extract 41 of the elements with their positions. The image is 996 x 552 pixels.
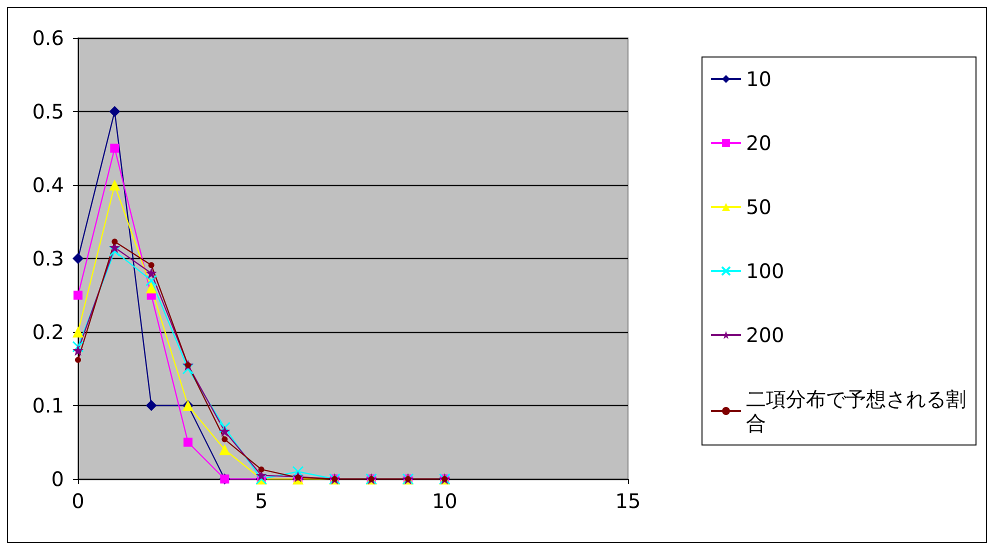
y-tick-label: 0.4	[32, 173, 64, 197]
x-tick-label: 5	[254, 489, 268, 513]
point	[184, 438, 192, 447]
point	[219, 444, 230, 456]
point	[109, 106, 120, 117]
x-tick-label: 15	[615, 489, 641, 513]
y-tick-label: 0.1	[32, 394, 64, 418]
x-tick-label: 0	[72, 489, 84, 513]
point	[219, 426, 230, 437]
point	[146, 268, 157, 279]
point	[218, 422, 230, 434]
x-tick-label: 10	[432, 489, 458, 513]
legend-label: 10	[746, 67, 772, 91]
point	[258, 466, 264, 472]
legend-label: 20	[746, 131, 772, 155]
point	[146, 274, 158, 286]
point	[222, 436, 228, 442]
point	[72, 326, 84, 338]
legend-label: 二項分布で予想される割合	[746, 387, 966, 435]
point	[146, 282, 157, 294]
legend-label: 50	[746, 195, 772, 219]
point	[112, 238, 118, 245]
point	[110, 144, 120, 153]
point	[108, 245, 120, 257]
point	[74, 290, 82, 300]
y-tick-label: 0.2	[32, 320, 64, 344]
y-tick-label: 0	[51, 467, 64, 491]
point	[72, 344, 84, 356]
legend-label: 100	[746, 259, 784, 283]
point	[109, 180, 120, 190]
y-tick-label: 0.6	[32, 26, 64, 50]
legend-label: 200	[746, 323, 784, 347]
y-tick-label: 0.3	[32, 246, 64, 270]
point	[292, 466, 304, 478]
y-tick-label: 0.5	[32, 100, 64, 124]
point	[72, 253, 84, 264]
point	[75, 356, 81, 363]
point	[148, 262, 154, 268]
point	[72, 340, 84, 352]
point	[146, 400, 157, 411]
point	[182, 363, 194, 374]
